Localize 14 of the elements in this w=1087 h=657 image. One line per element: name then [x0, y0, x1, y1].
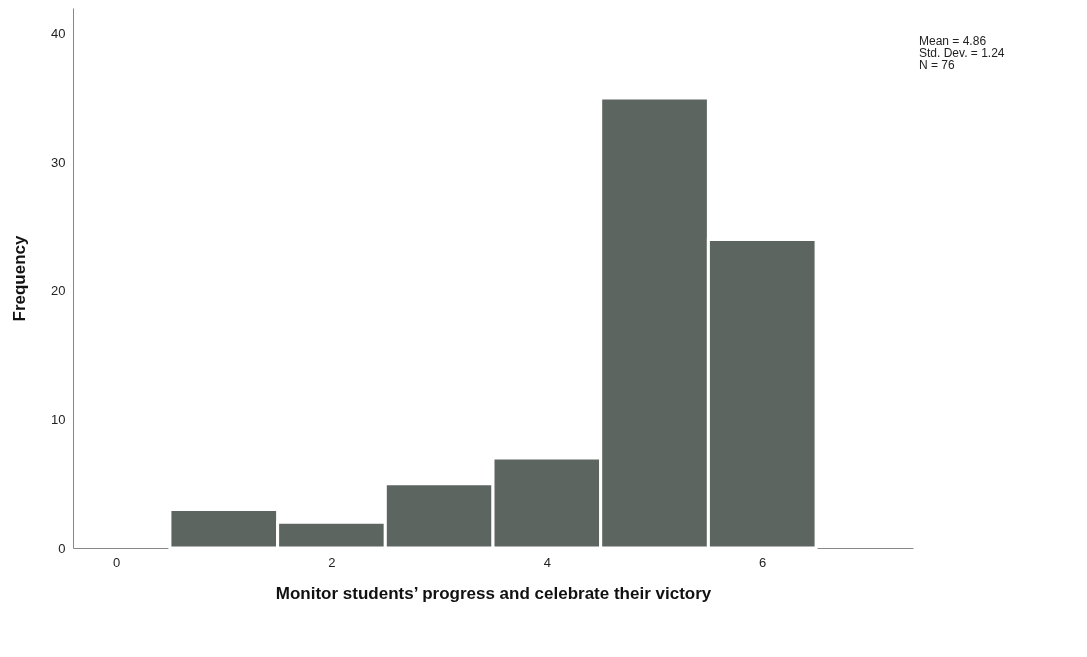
- y-tick-label: 40: [51, 26, 66, 42]
- y-tick-label: 0: [58, 540, 66, 556]
- x-tick-label: 4: [543, 554, 551, 570]
- y-tick-label: 30: [51, 154, 66, 170]
- y-tick-label: 20: [51, 283, 66, 299]
- x-tick-label: 0: [112, 554, 121, 570]
- x-axis-title: Monitor students’ progress and celebrate their victory: [275, 583, 712, 603]
- text: N = 76: [919, 58, 956, 72]
- y-tick-label: 10: [51, 411, 66, 427]
- text: Mean = 4.86: [919, 34, 987, 48]
- text: Std. Dev. = 1.24: [919, 46, 1005, 60]
- x-tick-label: 2: [328, 554, 336, 570]
- y-axis-title: Frequency: [10, 234, 30, 322]
- x-tick-label: 6: [759, 554, 767, 570]
